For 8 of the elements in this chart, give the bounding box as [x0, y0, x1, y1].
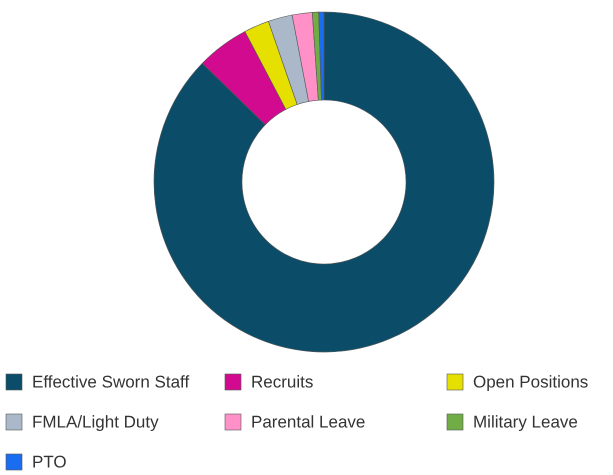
legend-label: Parental Leave [251, 412, 366, 432]
legend-label: FMLA/Light Duty [32, 412, 160, 432]
legend-label: Open Positions [473, 372, 588, 392]
legend-label: Effective Sworn Staff [32, 372, 190, 392]
legend-label: Recruits [251, 372, 314, 392]
legend-label: Military Leave [473, 412, 578, 432]
legend-label: PTO [32, 452, 67, 472]
donut-slice [154, 12, 494, 352]
